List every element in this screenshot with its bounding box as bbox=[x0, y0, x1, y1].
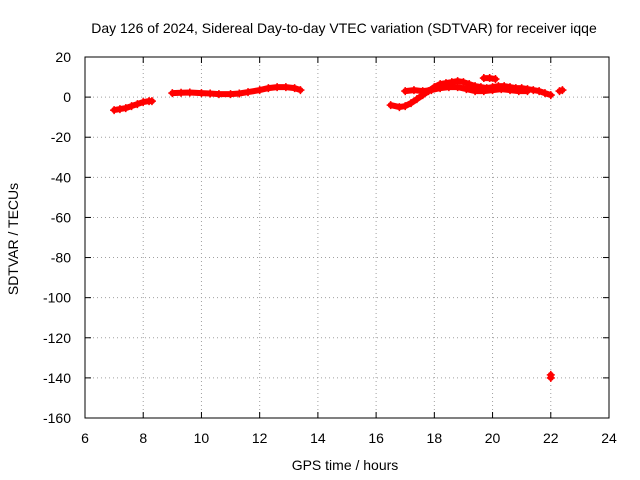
data-point bbox=[418, 87, 427, 96]
data-point bbox=[273, 83, 282, 92]
data-point bbox=[529, 86, 538, 95]
data-point bbox=[407, 99, 416, 108]
data-point bbox=[264, 84, 273, 93]
data-point bbox=[133, 100, 142, 109]
data-point bbox=[444, 83, 453, 92]
data-point bbox=[535, 87, 544, 96]
data-point bbox=[206, 89, 215, 98]
data-point bbox=[214, 90, 223, 99]
data-point bbox=[523, 87, 532, 96]
x-tick-label: 8 bbox=[139, 430, 147, 446]
x-tick-labels: 6 8 10 12 14 16 18 20 22 24 bbox=[81, 430, 617, 446]
x-tick-label: 20 bbox=[485, 430, 501, 446]
x-tick-label: 18 bbox=[427, 430, 443, 446]
x-tick-label: 6 bbox=[81, 430, 89, 446]
data-points bbox=[110, 74, 567, 382]
data-point bbox=[540, 89, 549, 98]
data-point bbox=[546, 91, 555, 100]
data-point bbox=[255, 86, 264, 95]
x-tick-label: 22 bbox=[543, 430, 559, 446]
y-tick-label: -80 bbox=[51, 250, 71, 266]
x-axis-label: GPS time / hours bbox=[292, 457, 399, 473]
data-point bbox=[412, 95, 421, 104]
y-tick-label: 20 bbox=[55, 49, 71, 65]
y-tick-label: -20 bbox=[51, 129, 71, 145]
data-point bbox=[185, 88, 194, 97]
data-point bbox=[401, 87, 410, 96]
data-point bbox=[244, 88, 253, 97]
data-point bbox=[488, 86, 497, 95]
data-point bbox=[409, 86, 418, 95]
data-point bbox=[506, 86, 515, 95]
series-outlier bbox=[546, 370, 555, 382]
y-tick-label: -140 bbox=[43, 370, 71, 386]
series-segment-6 bbox=[555, 86, 567, 96]
x-tick-label: 10 bbox=[194, 430, 210, 446]
data-point bbox=[147, 97, 156, 106]
plot-frame bbox=[84, 56, 610, 419]
chart-title: Day 126 of 2024, Sidereal Day-to-day VTE… bbox=[91, 20, 597, 36]
data-point bbox=[395, 103, 404, 112]
x-tick-label: 24 bbox=[601, 430, 617, 446]
y-tick-label: -160 bbox=[43, 410, 71, 426]
x-tick-label: 14 bbox=[310, 430, 326, 446]
data-point bbox=[226, 90, 235, 99]
axis-ticks bbox=[84, 56, 610, 419]
y-tick-label: -40 bbox=[51, 169, 71, 185]
data-point bbox=[127, 102, 136, 111]
data-point bbox=[401, 102, 410, 111]
series-segment-3 bbox=[386, 77, 555, 112]
series-segment-5 bbox=[479, 74, 500, 84]
data-point bbox=[139, 98, 148, 107]
data-point bbox=[296, 86, 305, 95]
data-point bbox=[121, 104, 130, 113]
x-tick-label: 16 bbox=[368, 430, 384, 446]
data-point bbox=[514, 87, 523, 96]
y-tick-label: -120 bbox=[43, 330, 71, 346]
data-point bbox=[497, 85, 506, 94]
data-point bbox=[115, 105, 124, 114]
data-point bbox=[168, 89, 177, 98]
data-point bbox=[453, 83, 462, 92]
y-tick-label: 0 bbox=[63, 89, 71, 105]
y-tick-labels: 20 0 -20 -40 -60 -80 -100 -120 -140 -160 bbox=[43, 49, 71, 426]
data-point bbox=[462, 85, 471, 94]
data-point bbox=[471, 87, 480, 96]
data-point bbox=[386, 101, 395, 110]
data-point bbox=[235, 89, 244, 98]
y-axis-label: SDTVAR / TECUs bbox=[5, 183, 21, 295]
data-point bbox=[290, 84, 299, 93]
data-point bbox=[427, 86, 436, 95]
data-point bbox=[491, 75, 500, 84]
data-point bbox=[546, 373, 555, 382]
data-point bbox=[479, 87, 488, 96]
data-point bbox=[110, 106, 119, 115]
data-point bbox=[459, 78, 468, 87]
y-tick-label: -60 bbox=[51, 209, 71, 225]
series-segment-4 bbox=[401, 83, 532, 96]
data-point bbox=[281, 83, 290, 92]
data-point bbox=[485, 74, 494, 83]
y-tick-label: -100 bbox=[43, 290, 71, 306]
series-segment-2 bbox=[168, 83, 305, 99]
grid bbox=[85, 57, 609, 418]
data-point bbox=[558, 86, 567, 95]
data-point bbox=[436, 84, 445, 93]
data-point bbox=[177, 88, 186, 97]
series-segment-1 bbox=[110, 97, 156, 115]
data-point bbox=[197, 89, 206, 98]
x-tick-label: 12 bbox=[252, 430, 268, 446]
